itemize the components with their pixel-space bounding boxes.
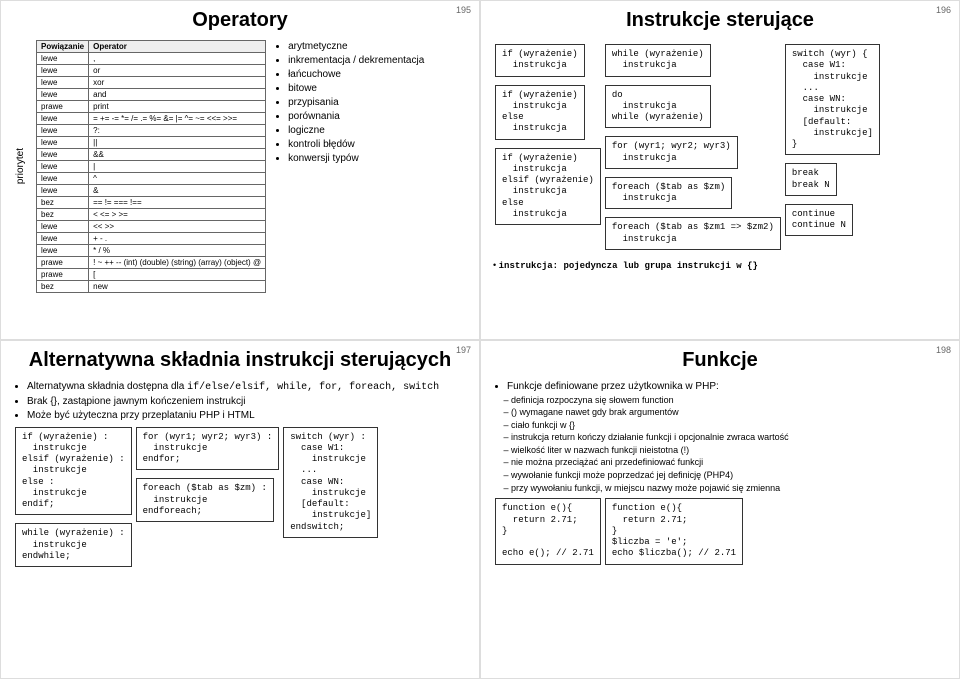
- slide-197: 197 Alternatywna składnia instrukcji ste…: [0, 340, 480, 679]
- list-item: przy wywołaniu funkcji, w miejscu nazwy …: [511, 482, 947, 495]
- bullet-item: Może być użyteczna przy przeplataniu PHP…: [27, 409, 467, 423]
- table-row: lewe&&: [37, 149, 266, 161]
- func-sublist: definicja rozpoczyna się słowem function…: [493, 394, 947, 495]
- code-if-else: if (wyrażenie) instrukcja else instrukcj…: [495, 85, 585, 140]
- th-operator: Operator: [89, 41, 266, 53]
- code-foreach: foreach ($tab as $zm) instrukcja: [605, 177, 732, 210]
- slide-195: 195 Operatory priorytet Powiązanie Opera…: [0, 0, 480, 340]
- code-break: break break N: [785, 163, 837, 196]
- list-item: nie można przeciążać ani przedefiniować …: [511, 456, 947, 469]
- code-alt-foreach: foreach ($tab as $zm) : instrukcje endfo…: [136, 478, 274, 522]
- code-alt-for: for (wyr1; wyr2; wyr3) : instrukcje endf…: [136, 427, 280, 471]
- list-item: porównania: [288, 110, 467, 124]
- code-alt-if: if (wyrażenie) : instrukcje elsif (wyraż…: [15, 427, 132, 516]
- table-row: lewe<< >>: [37, 221, 266, 233]
- list-item: ciało funkcji w {}: [511, 419, 947, 432]
- list-item: konwersji typów: [288, 152, 467, 166]
- list-item: wielkość liter w nazwach funkcji nieisto…: [511, 444, 947, 457]
- list-item: definicja rozpoczyna się słowem function: [511, 394, 947, 407]
- table-row: lewe,: [37, 53, 266, 65]
- table-row: bez< <= > >=: [37, 209, 266, 221]
- note-instrukcja: • instrukcja: pojedyncza lub grupa instr…: [493, 260, 947, 271]
- code-if: if (wyrażenie) instrukcja: [495, 44, 585, 77]
- list-item: arytmetyczne: [288, 40, 467, 54]
- list-item: logiczne: [288, 124, 467, 138]
- table-row: beznew: [37, 281, 266, 293]
- list-item: instrukcja return kończy działanie funkc…: [511, 431, 947, 444]
- slide-title: Operatory: [13, 9, 467, 32]
- code-func-var: function e(){ return 2.71; } $liczba = '…: [605, 498, 743, 564]
- code-do-while: do instrukcja while (wyrażenie): [605, 85, 711, 129]
- slide-title: Instrukcje sterujące: [493, 9, 947, 32]
- slide-198: 198 Funkcje Funkcje definiowane przez uż…: [480, 340, 960, 679]
- code-switch: switch (wyr) { case W1: instrukcje ... c…: [785, 44, 880, 155]
- code-for: for (wyr1; wyr2; wyr3) instrukcja: [605, 136, 738, 169]
- table-row: lewexor: [37, 77, 266, 89]
- table-row: lewe* / %: [37, 245, 266, 257]
- code-alt-switch: switch (wyr) : case W1: instrukcje ... c…: [283, 427, 378, 538]
- code-alt-while: while (wyrażenie) : instrukcje endwhile;: [15, 523, 132, 567]
- table-row: lewe?:: [37, 125, 266, 137]
- page-number: 195: [456, 5, 471, 15]
- alt-syntax-bullets: Alternatywna składnia dostępna dla if/el…: [13, 380, 467, 423]
- bullet-item: Funkcje definiowane przez użytkownika w …: [507, 380, 947, 394]
- table-row: lewe||: [37, 137, 266, 149]
- th-binding: Powiązanie: [37, 41, 89, 53]
- code-func-e: function e(){ return 2.71; } echo e(); /…: [495, 498, 601, 564]
- bullet-item: Alternatywna składnia dostępna dla if/el…: [27, 380, 467, 395]
- table-row: leweor: [37, 65, 266, 77]
- table-row: lewe&: [37, 185, 266, 197]
- page-number: 198: [936, 345, 951, 355]
- table-row: lewe|: [37, 161, 266, 173]
- table-row: praweprint: [37, 101, 266, 113]
- page-number: 196: [936, 5, 951, 15]
- list-item: łańcuchowe: [288, 68, 467, 82]
- list-item: wywołanie funkcji może poprzedzać jej de…: [511, 469, 947, 482]
- bullet-item: Brak {}, zastąpione jawnym kończeniem in…: [27, 395, 467, 409]
- code-continue: continue continue N: [785, 204, 853, 237]
- list-item: kontroli błędów: [288, 138, 467, 152]
- page-number: 197: [456, 345, 471, 355]
- slide-title: Alternatywna składnia instrukcji sterują…: [13, 349, 467, 372]
- table-row: prawe! ~ ++ -- (int) (double) (string) (…: [37, 257, 266, 269]
- code-if-elsif: if (wyrażenie) instrukcja elsif (wyrażen…: [495, 148, 601, 226]
- list-item: bitowe: [288, 82, 467, 96]
- table-row: prawe[: [37, 269, 266, 281]
- func-bullets: Funkcje definiowane przez użytkownika w …: [493, 380, 947, 394]
- table-row: lewe^: [37, 173, 266, 185]
- list-item: inkrementacja / dekrementacja: [288, 54, 467, 68]
- operator-kinds-list: arytmetyczneinkrementacja / dekrementacj…: [274, 40, 467, 166]
- table-row: lewe= += -= *= /= .= %= &= |= ^= ~= <<= …: [37, 113, 266, 125]
- code-while: while (wyrażenie) instrukcja: [605, 44, 711, 77]
- priority-label: priorytet: [13, 144, 28, 188]
- table-row: leweand: [37, 89, 266, 101]
- slide-196: 196 Instrukcje sterujące if (wyrażenie) …: [480, 0, 960, 340]
- code-foreach-kv: foreach ($tab as $zm1 => $zm2) instrukcj…: [605, 217, 781, 250]
- table-row: lewe+ - .: [37, 233, 266, 245]
- list-item: przypisania: [288, 96, 467, 110]
- list-item: () wymagane nawet gdy brak argumentów: [511, 406, 947, 419]
- table-row: bez== != === !==: [37, 197, 266, 209]
- operator-table: Powiązanie Operator lewe,leweorlewexorle…: [36, 40, 266, 293]
- slide-title: Funkcje: [493, 349, 947, 372]
